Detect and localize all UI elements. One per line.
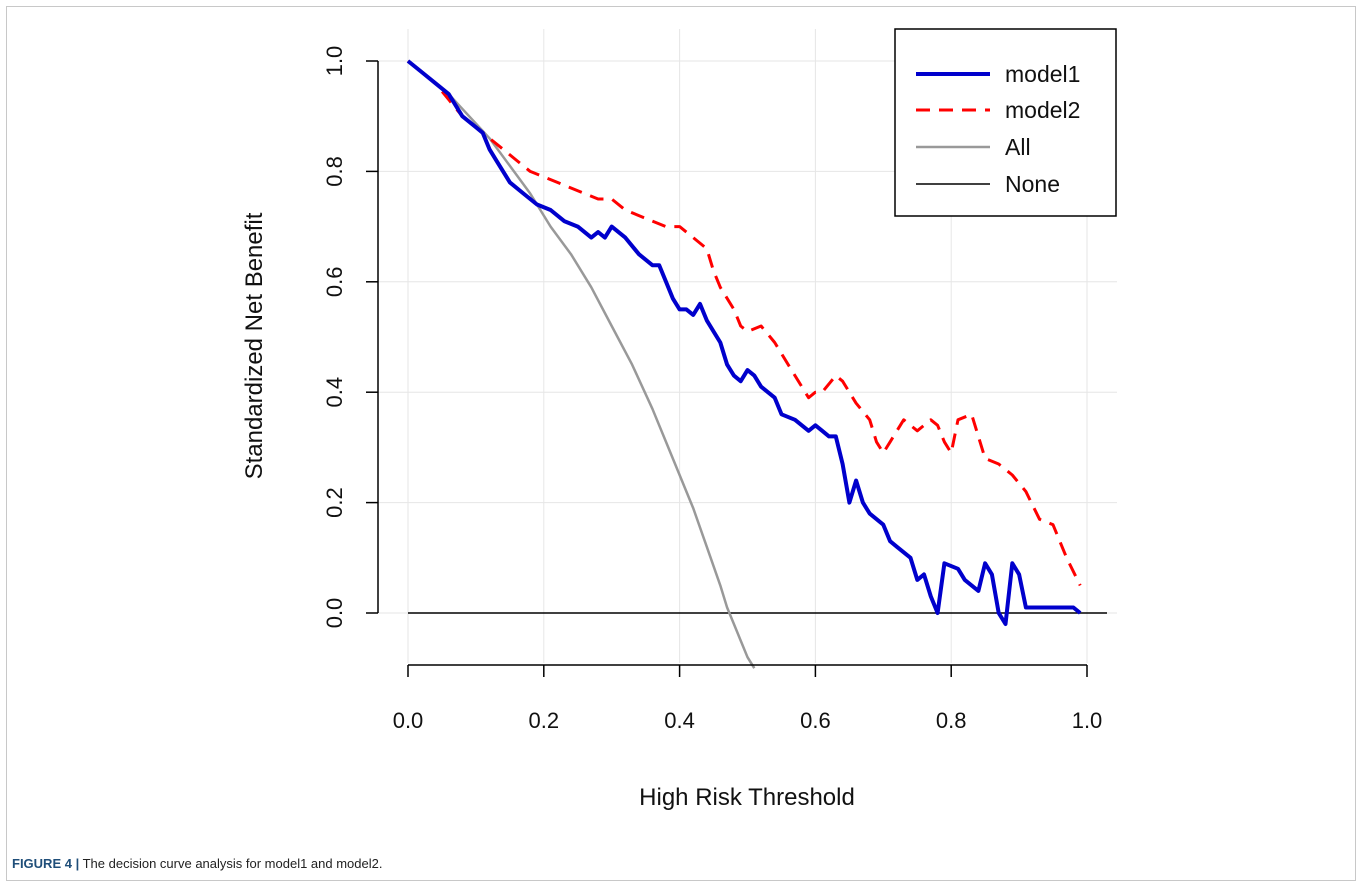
figure-caption: FIGURE 4 | The decision curve analysis f…	[12, 856, 382, 871]
axes: 0.0 0.2 0.4 0.6 0.8 1.0 0.0 0.2 0.4 0.6 0.8 1.0	[322, 46, 1102, 733]
y-ticks: 0.0 0.2 0.4 0.6 0.8 1.0	[322, 46, 378, 629]
x-tick-label-0: 0.0	[393, 708, 424, 733]
legend-label-model1: model1	[1005, 61, 1080, 87]
y-tick-label-3: 0.6	[322, 267, 347, 298]
x-ticks: 0.0 0.2 0.4 0.6 0.8 1.0	[393, 665, 1103, 733]
series-lines	[406, 59, 1107, 669]
y-tick-label-0: 0.0	[322, 598, 347, 629]
y-tick-label-2: 0.4	[322, 377, 347, 408]
x-tick-label-1: 0.2	[529, 708, 560, 733]
y-tick-label-1: 0.2	[322, 487, 347, 518]
x-tick-label-3: 0.6	[800, 708, 831, 733]
caption-text: The decision curve analysis for model1 a…	[82, 856, 383, 871]
y-axis-label: Standardized Net Benefit	[241, 212, 268, 479]
caption-label: FIGURE 4 |	[12, 856, 80, 871]
x-tick-label-4: 0.8	[936, 708, 967, 733]
x-axis-label: High Risk Threshold	[639, 784, 855, 811]
legend: model1 model2 All None	[894, 28, 1117, 217]
series-line-model1	[406, 59, 1082, 626]
y-tick-label-4: 0.8	[322, 156, 347, 187]
y-tick-label-5: 1.0	[322, 46, 347, 77]
x-tick-label-2: 0.4	[664, 708, 695, 733]
legend-box	[894, 28, 1117, 217]
figure-frame	[6, 6, 1356, 881]
series-line-model2	[407, 59, 1082, 587]
x-tick-label-5: 1.0	[1072, 708, 1103, 733]
series-line-all	[407, 60, 756, 669]
legend-label-all: All	[1005, 134, 1031, 160]
legend-label-none: None	[1005, 171, 1060, 197]
legend-label-model2: model2	[1005, 97, 1080, 123]
decision-curve-chart: 0.0 0.2 0.4 0.6 0.8 1.0 0.0 0.2 0.4 0.6 0.8 1.0 Hi…	[241, 28, 1117, 811]
